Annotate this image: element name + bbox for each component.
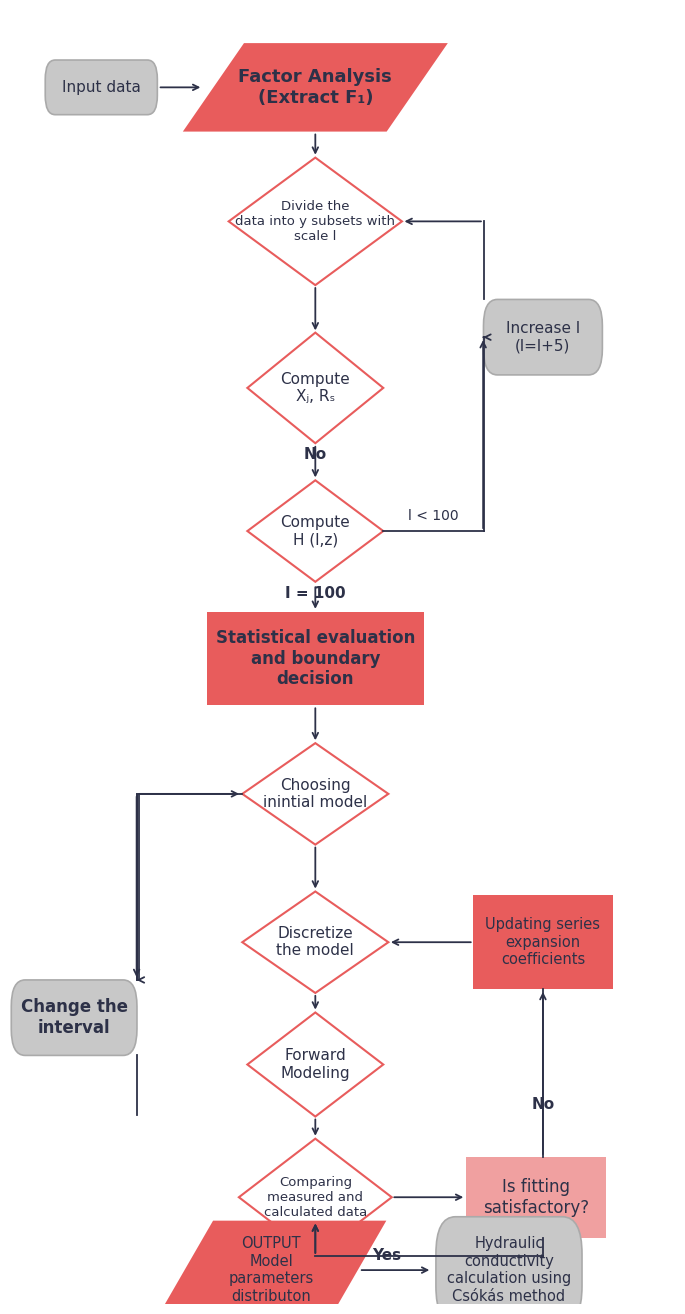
Text: No: No	[532, 1097, 554, 1113]
Polygon shape	[242, 891, 388, 993]
Text: Comparing
measured and
calculated data: Comparing measured and calculated data	[264, 1176, 367, 1218]
Polygon shape	[183, 43, 448, 131]
Text: Input data: Input data	[62, 80, 140, 95]
Text: Change the
interval: Change the interval	[21, 999, 127, 1037]
Polygon shape	[247, 1013, 384, 1117]
Text: Hydraulic
conductivity
calculation using
Csókás method: Hydraulic conductivity calculation using…	[447, 1236, 571, 1303]
Text: Divide the
data into y subsets with
scale l: Divide the data into y subsets with scal…	[236, 200, 395, 243]
Text: I = 100: I = 100	[285, 586, 346, 600]
Text: Forward
Modeling: Forward Modeling	[281, 1049, 350, 1080]
Text: Factor Analysis
(Extract F₁): Factor Analysis (Extract F₁)	[238, 68, 393, 106]
Polygon shape	[242, 744, 388, 845]
Text: OUTPUT
Model
parameters
distributon: OUTPUT Model parameters distributon	[229, 1236, 314, 1303]
Text: Discretize
the model: Discretize the model	[277, 926, 354, 958]
FancyBboxPatch shape	[11, 980, 137, 1055]
FancyBboxPatch shape	[466, 1156, 606, 1238]
Text: Yes: Yes	[372, 1248, 401, 1263]
Text: l < 100: l < 100	[408, 510, 459, 523]
Polygon shape	[229, 158, 402, 285]
Text: Updating series
expansion
coefficients: Updating series expansion coefficients	[486, 917, 601, 967]
Text: Choosing
inintial model: Choosing inintial model	[263, 778, 367, 809]
Polygon shape	[156, 1221, 386, 1314]
FancyBboxPatch shape	[436, 1217, 582, 1314]
Text: Compute
Xⱼ, Rₛ: Compute Xⱼ, Rₛ	[280, 372, 350, 405]
Text: Increase l
(l=l+5): Increase l (l=l+5)	[506, 321, 580, 353]
Text: Statistical evaluation
and boundary
decision: Statistical evaluation and boundary deci…	[216, 629, 415, 689]
Polygon shape	[247, 481, 384, 582]
FancyBboxPatch shape	[207, 612, 424, 706]
Polygon shape	[247, 332, 384, 443]
Text: Compute
H (l,z): Compute H (l,z)	[280, 515, 350, 547]
Text: No: No	[303, 447, 327, 461]
Text: Is fitting
satisfactory?: Is fitting satisfactory?	[483, 1177, 589, 1217]
FancyBboxPatch shape	[473, 895, 612, 989]
FancyBboxPatch shape	[45, 60, 158, 114]
Polygon shape	[239, 1139, 392, 1256]
FancyBboxPatch shape	[484, 300, 602, 374]
